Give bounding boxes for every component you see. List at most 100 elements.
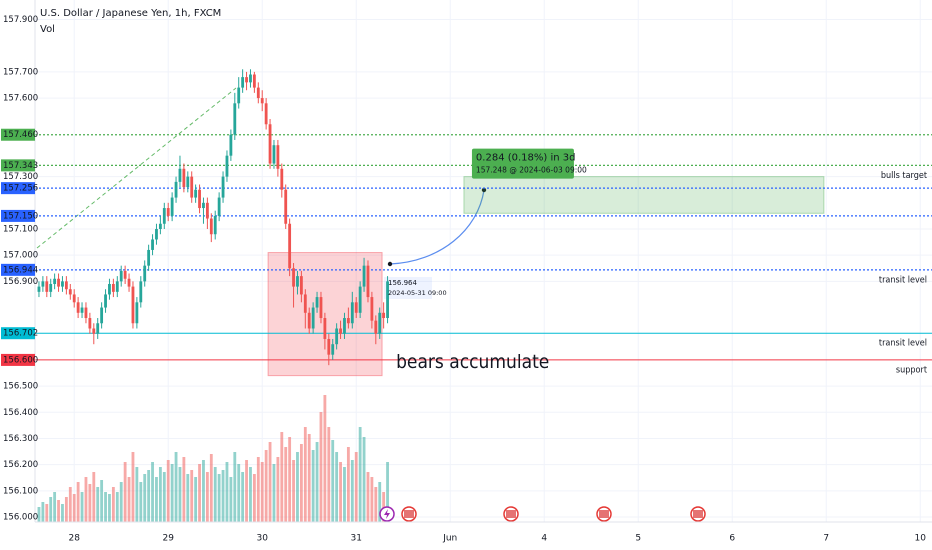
candle-body bbox=[178, 168, 182, 182]
flag bbox=[693, 510, 703, 518]
y-tick-label: 156.400 bbox=[3, 408, 38, 418]
volume-bar bbox=[370, 477, 374, 522]
candle-body bbox=[174, 181, 178, 198]
candle-body bbox=[100, 307, 104, 324]
volume-bar bbox=[233, 452, 237, 522]
candle-body bbox=[346, 318, 350, 324]
candle-body bbox=[280, 168, 284, 190]
volume-bar bbox=[299, 444, 303, 522]
volume-bar bbox=[182, 457, 186, 522]
y-tick-label: 157.000 bbox=[3, 251, 38, 261]
y-tick-label: 156.900 bbox=[3, 277, 38, 287]
volume-bar bbox=[382, 492, 386, 522]
candle-body bbox=[386, 281, 389, 319]
candle-body bbox=[49, 283, 53, 292]
candle-body bbox=[115, 281, 119, 292]
volume-bar bbox=[260, 462, 264, 522]
x-tick-label: 4 bbox=[541, 534, 547, 544]
volume-bar bbox=[205, 472, 209, 522]
volume-bar bbox=[335, 452, 339, 522]
volume-bar bbox=[249, 467, 252, 522]
candle-body bbox=[76, 302, 80, 313]
candle-body bbox=[245, 77, 248, 83]
volume-bar bbox=[111, 487, 115, 522]
volume-bar bbox=[307, 434, 311, 522]
arrow-end bbox=[481, 187, 487, 193]
y-tick-label: 157.100 bbox=[3, 224, 38, 234]
candle-body bbox=[45, 281, 49, 292]
candle-body bbox=[80, 307, 84, 313]
price-tag bbox=[1, 263, 35, 276]
candle-body bbox=[339, 328, 342, 334]
volume-bar bbox=[350, 460, 354, 522]
candle-body bbox=[202, 202, 205, 209]
volume-bar bbox=[61, 504, 64, 522]
volume-bar bbox=[155, 477, 158, 522]
candle-body bbox=[315, 297, 319, 308]
candle-body bbox=[221, 176, 225, 198]
candle-body bbox=[237, 87, 241, 104]
candle-body bbox=[104, 294, 107, 308]
measure-label-box bbox=[471, 148, 574, 179]
volume-bar bbox=[268, 442, 272, 522]
candle-body bbox=[127, 278, 131, 287]
start-sublabel: 2024-05-31 09:00 bbox=[388, 289, 447, 297]
annotation: bears accumulate bbox=[396, 351, 549, 373]
candle-body bbox=[182, 168, 186, 188]
x-tick-label: 10 bbox=[915, 534, 927, 544]
candle-body bbox=[155, 228, 158, 240]
candle-body bbox=[84, 307, 88, 319]
axes bbox=[34, 0, 932, 523]
volume-bar bbox=[386, 462, 389, 522]
candle-body bbox=[64, 281, 68, 290]
line-label: transit level bbox=[879, 275, 927, 285]
price-tag bbox=[1, 353, 35, 366]
candle-body bbox=[186, 176, 190, 188]
volume-bar bbox=[252, 474, 256, 522]
candle-body bbox=[225, 155, 229, 177]
volume-bar bbox=[378, 482, 382, 522]
candle-body bbox=[284, 189, 288, 224]
price-tag bbox=[1, 159, 35, 172]
x-tick-label: 6 bbox=[729, 534, 735, 544]
volume-bar bbox=[72, 494, 76, 522]
candle-body bbox=[68, 289, 72, 295]
volume-bar bbox=[319, 412, 323, 522]
candle-body bbox=[249, 74, 252, 83]
us-flag-icons[interactable] bbox=[401, 506, 706, 522]
flag bbox=[506, 510, 516, 518]
candle-body bbox=[276, 145, 280, 169]
volume-bar bbox=[209, 454, 213, 522]
volume-bar bbox=[119, 482, 123, 522]
candle-body bbox=[296, 276, 299, 287]
volume-bar bbox=[151, 462, 154, 522]
price-tag bbox=[1, 182, 35, 195]
volume-bar bbox=[315, 442, 319, 522]
candle-body bbox=[123, 270, 127, 279]
chart-title: U.S. Dollar / Japanese Yen, 1h, FXCM bbox=[40, 8, 221, 19]
x-tick-label: 29 bbox=[162, 534, 174, 544]
volume-bar bbox=[186, 474, 190, 522]
candle-body bbox=[217, 197, 221, 216]
projection-arrow bbox=[389, 189, 485, 265]
volume-bar bbox=[166, 460, 170, 522]
candle-body bbox=[366, 265, 370, 298]
candle-body bbox=[268, 124, 272, 164]
candle-body bbox=[135, 302, 139, 324]
volume-bar bbox=[339, 462, 342, 522]
candle-body bbox=[311, 307, 315, 329]
volume-bar bbox=[57, 500, 60, 522]
y-tick-label: 156.200 bbox=[3, 460, 38, 470]
y-tick-label: 156.300 bbox=[3, 434, 38, 444]
candle-body bbox=[205, 202, 209, 219]
events bbox=[379, 506, 706, 522]
y-tick-label: 156.000 bbox=[3, 513, 38, 523]
volume-bar bbox=[104, 492, 107, 522]
candle-body bbox=[119, 270, 123, 282]
candle-body bbox=[382, 312, 386, 319]
candle-body bbox=[139, 281, 143, 303]
line-label: bulls target bbox=[881, 171, 927, 181]
candle-body bbox=[131, 286, 135, 324]
candle-body bbox=[57, 278, 60, 287]
lightning bbox=[384, 509, 390, 519]
